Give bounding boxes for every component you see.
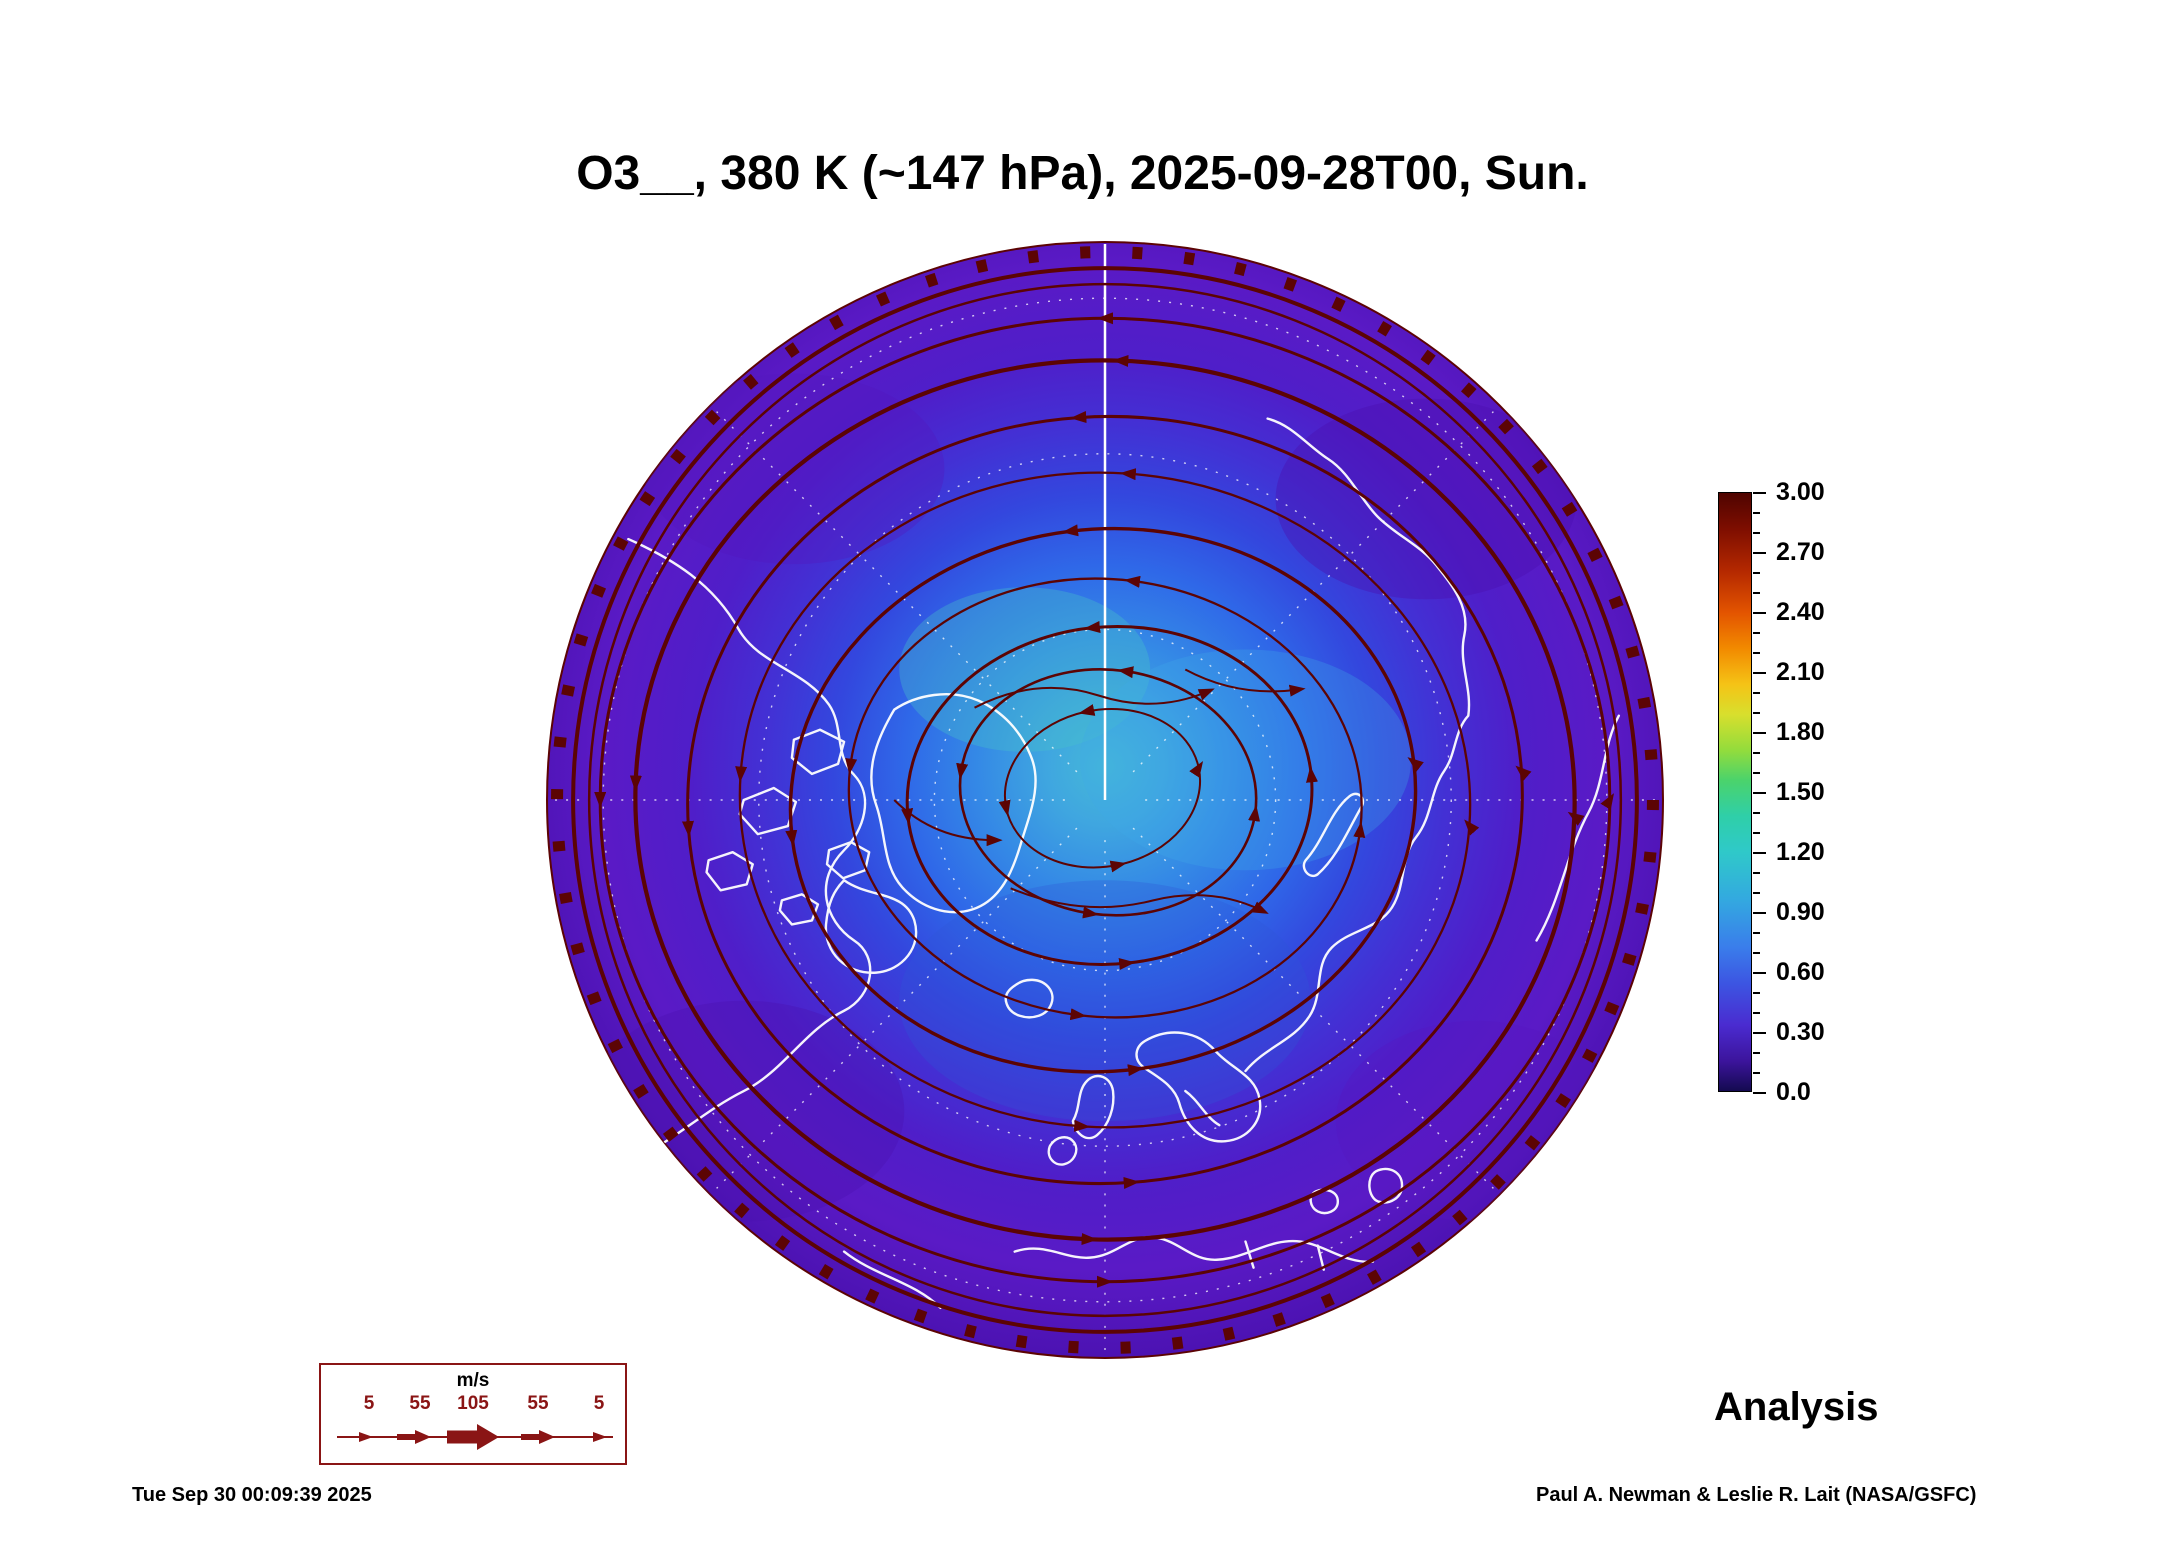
colorbar-tick-label: 2.40	[1776, 598, 1825, 626]
streamlines	[551, 246, 1659, 1354]
colorbar-tick-label: 2.70	[1776, 538, 1825, 566]
analysis-label: Analysis	[1714, 1385, 1879, 1429]
credit: Paul A. Newman & Leslie R. Lait (NASA/GS…	[1536, 1484, 1977, 1506]
colorbar-tick-label: 2.10	[1776, 658, 1825, 686]
colorbar-tick-label: 1.20	[1776, 838, 1825, 866]
timestamp: Tue Sep 30 00:09:39 2025	[132, 1484, 372, 1506]
wind-tick-label: 5	[363, 1393, 375, 1414]
wind-tick-label: 55	[527, 1393, 549, 1414]
wind-tick-label: 105	[457, 1393, 489, 1414]
wind-tick-label: 5	[593, 1393, 605, 1414]
polar-map	[546, 241, 1664, 1359]
colorbar-tick-label: 1.80	[1776, 718, 1825, 746]
colorbar-labels: 3.00 2.70 2.40 2.10 1.80 1.50 1.20 0.90 …	[1776, 478, 1825, 1106]
colorbar-tick-label: 0.60	[1776, 958, 1825, 986]
colorbar-tick-label: 0.30	[1776, 1018, 1825, 1046]
colorbar-tick-label: 3.00	[1776, 478, 1825, 506]
colorbar-tick-label: 0.0	[1776, 1078, 1811, 1106]
colorbar-major-ticks	[1753, 492, 1766, 1094]
wind-arrow-glyph	[337, 1424, 613, 1450]
wind-scale-legend: m/s 5 55 105 55 5	[319, 1363, 627, 1465]
rim-jet-arrow-ticks	[551, 246, 1659, 1354]
wind-tick-label: 55	[409, 1393, 431, 1414]
colorbar-gradient	[1718, 492, 1752, 1092]
colorbar-tick-label: 0.90	[1776, 898, 1825, 926]
wind-units-label: m/s	[456, 1370, 490, 1391]
colorbar-tick-label: 1.50	[1776, 778, 1825, 806]
plot-title: O3__, 380 K (~147 hPa), 2025-09-28T00, S…	[576, 147, 1589, 200]
